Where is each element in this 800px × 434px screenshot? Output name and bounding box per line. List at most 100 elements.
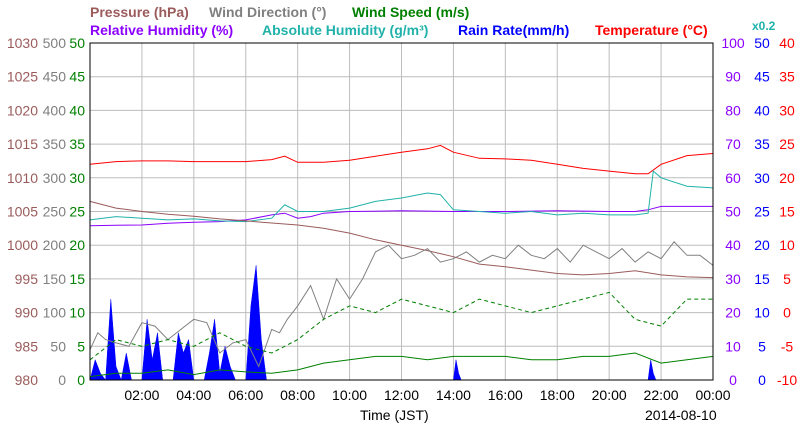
rain_rate-tick-label: 30 <box>754 170 770 186</box>
humidity-tick-label: 10 <box>725 338 741 354</box>
humidity-tick-label: 50 <box>725 204 741 220</box>
wind_speed-tick-label: 45 <box>69 69 85 85</box>
wind_speed-tick-label: 20 <box>69 237 85 253</box>
humidity-tick-label: 20 <box>725 305 741 321</box>
pressure-tick-label: 990 <box>15 305 39 321</box>
rain_rate-tick-label: 40 <box>754 102 770 118</box>
pressure-tick-label: 1020 <box>7 102 38 118</box>
humidity-tick-label: 100 <box>721 35 745 51</box>
rain_rate-tick-label: 15 <box>754 271 770 287</box>
x-tick-labels: 02:00 04:00 06:00 08:00 10:00 12:00 14:00 16:00… <box>124 387 730 403</box>
wind_speed-tick-label: 10 <box>69 305 85 321</box>
legend-pressure: Pressure (hPa) <box>90 4 189 20</box>
rain_rate-tick-label: 45 <box>754 69 770 85</box>
rain_rate-tick-label: 5 <box>758 338 766 354</box>
series-relative-humidity <box>89 205 713 227</box>
series-wind-speed-m-s <box>89 352 714 378</box>
x-tick-label: 06:00 <box>228 387 263 403</box>
wind_direction-tick-label: 350 <box>43 136 67 152</box>
series-rain-rate <box>89 265 657 381</box>
wind_direction-tick-label: 0 <box>58 372 66 388</box>
legend-wind-speed: Wind Speed (m/s) <box>352 4 469 20</box>
legend-rain-rate: Rain Rate(mm/h) <box>458 22 569 38</box>
wind_speed-tick-label: 5 <box>77 338 85 354</box>
rain_rate-tick-label: 35 <box>754 136 770 152</box>
x-tick-label: 22:00 <box>644 387 679 403</box>
legend-temperature: Temperature (°C) <box>595 22 708 38</box>
legend-wind-direction: Wind Direction (°) <box>209 4 326 20</box>
temperature-tick-label: -10 <box>777 372 797 388</box>
wind_speed-tick-label: 25 <box>69 204 85 220</box>
wind_direction-tick-label: 150 <box>43 271 67 287</box>
x-tick-label: 12:00 <box>384 387 419 403</box>
temperature-tick-label: 30 <box>779 102 795 118</box>
date-label: 2014-08-10 <box>645 407 717 423</box>
rain-rate-area <box>89 265 657 381</box>
wind_direction-tick-label: 500 <box>43 35 67 51</box>
humidity-tick-label: 30 <box>725 271 741 287</box>
pressure-tick-label: 995 <box>15 271 39 287</box>
rain_rate-tick-label: 20 <box>754 237 770 253</box>
wind_direction-tick-label: 400 <box>43 102 67 118</box>
wind_speed-tick-label: 15 <box>69 271 85 287</box>
rain_rate-tick-label: 25 <box>754 204 770 220</box>
x-tick-label: 00:00 <box>695 387 730 403</box>
x-tick-label: 04:00 <box>176 387 211 403</box>
axis-tick-labels: 9809859909951000100510101015102010251030… <box>7 35 797 388</box>
temperature-tick-label: 0 <box>783 305 791 321</box>
wind_speed-tick-label: 35 <box>69 136 85 152</box>
rain_rate-tick-label: 10 <box>754 305 770 321</box>
temperature-tick-label: 10 <box>779 237 795 253</box>
temperature-tick-label: 25 <box>779 136 795 152</box>
temperature-tick-label: 20 <box>779 170 795 186</box>
pressure-tick-label: 1005 <box>7 204 38 220</box>
wind_speed-tick-label: 0 <box>77 372 85 388</box>
humidity-tick-label: 60 <box>725 170 741 186</box>
series-lines <box>89 144 714 378</box>
legend-absolute-humidity: Absolute Humidity (g/m³) <box>262 22 428 38</box>
pressure-tick-label: 1000 <box>7 237 38 253</box>
humidity-tick-label: 80 <box>725 102 741 118</box>
wind_direction-tick-label: 300 <box>43 170 67 186</box>
temperature-tick-label: 35 <box>779 69 795 85</box>
series-temperature-c <box>89 144 714 175</box>
wind_direction-tick-label: 450 <box>43 69 67 85</box>
wind_direction-tick-label: 200 <box>43 237 67 253</box>
x-tick-label: 08:00 <box>280 387 315 403</box>
wind_speed-tick-label: 40 <box>69 102 85 118</box>
x-axis-label: Time (JST) <box>360 407 429 423</box>
humidity-tick-label: 90 <box>725 69 741 85</box>
x-tick-label: 20:00 <box>592 387 627 403</box>
temperature-tick-label: 5 <box>783 271 791 287</box>
x-tick-label: 14:00 <box>436 387 471 403</box>
series-pressure-hpa <box>89 200 714 279</box>
rain_rate-tick-label: 50 <box>754 35 770 51</box>
temperature-tick-label: -5 <box>781 338 794 354</box>
series-absolute-humidity-g-m <box>89 170 714 223</box>
x-tick-label: 18:00 <box>540 387 575 403</box>
series-wind-speed-gust-m-s <box>89 291 713 361</box>
pressure-tick-label: 985 <box>15 338 39 354</box>
legend-relative-humidity: Relative Humidity (%) <box>90 22 233 38</box>
x-tick-label: 10:00 <box>332 387 367 403</box>
wind_speed-tick-label: 50 <box>69 35 85 51</box>
humidity-tick-label: 0 <box>729 372 737 388</box>
pressure-tick-label: 1025 <box>7 69 38 85</box>
pressure-tick-label: 1015 <box>7 136 38 152</box>
pressure-tick-label: 980 <box>15 372 39 388</box>
x-tick-label: 16:00 <box>488 387 523 403</box>
temperature-tick-label: 40 <box>779 35 795 51</box>
legend-abs-humidity-scale: x0.2 <box>752 19 776 33</box>
pressure-tick-label: 1030 <box>7 35 38 51</box>
temperature-tick-label: 15 <box>779 204 795 220</box>
rain_rate-tick-label: 0 <box>758 372 766 388</box>
x-tick-label: 02:00 <box>124 387 159 403</box>
humidity-tick-label: 70 <box>725 136 741 152</box>
wind_speed-tick-label: 30 <box>69 170 85 186</box>
wind_direction-tick-label: 100 <box>43 305 67 321</box>
plot-frame <box>89 42 714 381</box>
wind_direction-tick-label: 250 <box>43 204 67 220</box>
humidity-tick-label: 40 <box>725 237 741 253</box>
pressure-tick-label: 1010 <box>7 170 38 186</box>
